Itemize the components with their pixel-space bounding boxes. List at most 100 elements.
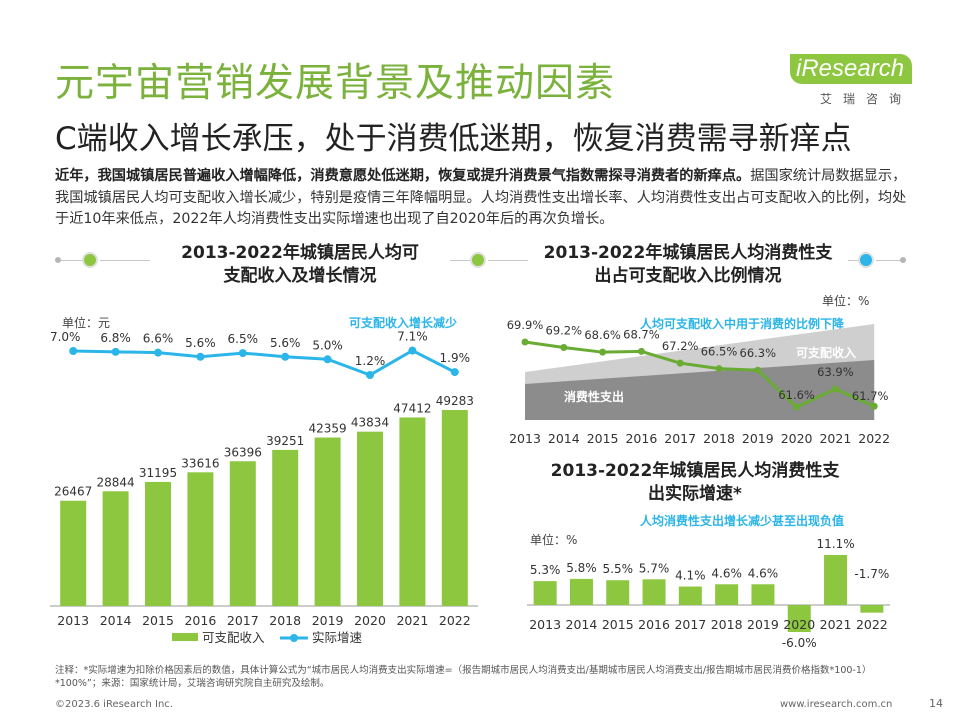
chart1-growth-label: 1.2% — [355, 354, 386, 368]
chart1-growth-label: 6.6% — [143, 332, 174, 346]
chart1-growth-label: 1.9% — [440, 351, 471, 365]
chart1-growth-point — [450, 368, 459, 377]
chart3-svg: 5.3% 2013 5.8% 2014 5.5% 2015 5.7% 2016 4.1% 2017… — [527, 537, 890, 650]
deco-line — [450, 260, 470, 261]
chart2-title-line2: 出占可支配收入比例情况 — [594, 266, 782, 286]
chart1-bar — [357, 431, 383, 606]
chart2-ratio-point — [521, 338, 529, 346]
chart3-x-tick: 2016 — [638, 617, 670, 632]
chart1-growth-label: 5.6% — [270, 336, 301, 350]
chart3-x-tick: 2022 — [856, 617, 888, 632]
chart2-ratio-point — [676, 359, 684, 367]
chart1-bar-label: 42359 — [309, 422, 347, 436]
chart1-bar-label: 28844 — [97, 475, 135, 489]
website-link[interactable]: www.iresearch.com.cn — [780, 699, 893, 710]
chart2-ratio-label: 61.6% — [778, 388, 815, 402]
chart2-ratio-point — [637, 347, 645, 355]
chart1-growth-point — [154, 348, 162, 357]
chart2-x-tick: 2016 — [625, 431, 657, 446]
chart2-ratio-label: 61.7% — [852, 389, 889, 403]
intro-normal: 据国家统计局数据显示，我国城镇居民人均可支配收入增长减少，特别是疫情三年降幅明显… — [55, 168, 907, 227]
chart3-title: 2013-2022年城镇居民人均消费性支 出实际增速* — [530, 460, 860, 506]
chart1-x-tick: 2021 — [396, 613, 428, 628]
chart2-x-tick: 2015 — [587, 431, 619, 446]
chart1-bar — [102, 491, 129, 606]
chart1-x-tick: 2019 — [312, 613, 344, 628]
chart1-growth-point — [323, 355, 332, 364]
chart3-bar — [860, 605, 884, 613]
chart2-ratio-label: 69.2% — [546, 323, 583, 337]
intro-paragraph: 近年，我国城镇居民普遍收入增幅降低，消费意愿处低迷期，恢复或提升消费景气指数需探… — [55, 166, 915, 231]
chart3-bar-label: 4.6% — [711, 566, 742, 580]
chart3-x-tick: 2020 — [783, 617, 815, 632]
chart2-x-tick: 2020 — [781, 431, 813, 446]
chart2-area-label-income: 可支配收入 — [796, 345, 856, 360]
chart1-bar — [145, 481, 171, 606]
deco-line — [488, 260, 528, 261]
chart1-bar — [399, 417, 426, 606]
chart3-bar-label: -6.0% — [782, 636, 817, 650]
chart3-x-tick: 2017 — [674, 617, 706, 632]
deco-dot — [900, 257, 906, 263]
chart1-growth-point — [196, 352, 205, 361]
chart2-ratio-point — [831, 385, 839, 393]
chart2-ratio-point — [560, 343, 568, 351]
chart1-bar-label: 36396 — [224, 445, 262, 459]
chart2-area-consumption — [525, 360, 875, 420]
chart2-ratio-label: 67.2% — [662, 339, 699, 353]
chart3-x-tick: 2015 — [602, 617, 634, 632]
chart1-title-line1: 2013-2022年城镇居民人均可 — [181, 243, 419, 263]
section-dot-green — [82, 252, 98, 268]
chart3-bar — [606, 580, 630, 605]
chart1-growth-label: 7.1% — [397, 330, 428, 344]
chart1-x-tick: 2016 — [184, 613, 216, 628]
chart1-bar-label: 31195 — [139, 466, 177, 480]
chart3-bar — [715, 584, 739, 605]
chart3-bar — [569, 578, 593, 605]
chart1-growth-label: 5.0% — [312, 338, 343, 352]
chart2-annotation: 人均可支配收入中用于消费的比例下降 — [640, 317, 845, 331]
chart1-annotation: 可支配收入增长减少 — [349, 316, 458, 330]
chart2-title-line1: 2013-2022年城镇居民人均消费性支 — [543, 243, 833, 263]
chart3-bar — [678, 586, 702, 605]
chart2-ratio-point — [793, 403, 801, 411]
chart3-x-tick: 2021 — [820, 617, 852, 632]
chart3-bar — [533, 581, 557, 605]
chart2-x-tick: 2019 — [742, 431, 774, 446]
chart2-x-tick: 2017 — [664, 431, 696, 446]
section-dot-green — [470, 252, 486, 268]
chart3-bar-label: 4.6% — [748, 566, 779, 580]
chart1-x-tick: 2018 — [269, 613, 301, 628]
chart2-ratio-point — [599, 348, 607, 356]
chart2-area-label-consumption: 消费性支出 — [564, 389, 624, 404]
chart1-bar-label: 43834 — [351, 416, 389, 430]
chart1-growth-point — [408, 346, 417, 355]
chart1-x-tick: 2014 — [100, 613, 132, 628]
deco-dot — [55, 257, 61, 263]
chart2-ratio-label: 68.6% — [584, 328, 621, 342]
chart2-ratio-label: 63.9% — [817, 365, 854, 379]
chart2-title: 2013-2022年城镇居民人均消费性支 出占可支配收入比例情况 — [528, 242, 848, 288]
chart1-title-line2: 支配收入及增长情况 — [223, 266, 377, 286]
chart3-title-line1: 2013-2022年城镇居民人均消费性支 — [550, 461, 840, 481]
chart1-bar-label: 26467 — [54, 485, 92, 499]
section-dot-blue — [858, 252, 874, 268]
chart1-title: 2013-2022年城镇居民人均可 支配收入及增长情况 — [150, 242, 450, 288]
page-number: 14 — [929, 697, 943, 710]
chart2-ratio-label: 68.7% — [623, 327, 660, 341]
chart1-x-tick: 2020 — [354, 613, 386, 628]
chart1-x-tick: 2017 — [227, 613, 259, 628]
chart1-bar — [314, 437, 341, 606]
legend-label-growth: 实际增速 — [312, 630, 363, 645]
chart3-bar-label: 5.8% — [566, 561, 597, 575]
copyright: ©2023.6 iResearch Inc. — [55, 699, 173, 710]
chart2-ratio-point — [870, 402, 878, 410]
legend-swatch-bar — [172, 633, 198, 641]
chart1-bar — [60, 500, 87, 606]
page-title: 元宇宙营销发展背景及推动因素 — [55, 61, 616, 106]
chart3-bar-label: 5.5% — [603, 562, 634, 576]
chart3-bar-label: 11.1% — [816, 537, 854, 551]
legend-swatch-point — [290, 634, 298, 642]
chart3-unit: 单位：% — [530, 533, 578, 547]
